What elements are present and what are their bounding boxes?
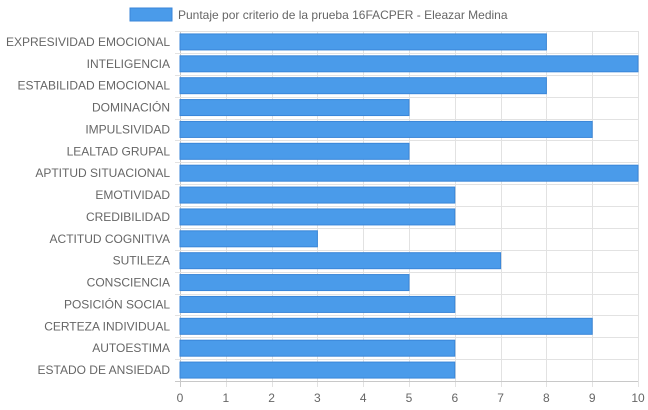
category-label: ESTADO DE ANSIEDAD [38,363,171,377]
category-label: LEALTAD GRUPAL [67,144,171,158]
bar[interactable] [179,120,593,138]
x-tick-label: 2 [268,391,275,405]
bar[interactable] [179,186,456,204]
x-tick-label: 5 [406,391,413,405]
category-label: ESTABILIDAD EMOCIONAL [18,79,171,93]
x-tick-label: 7 [497,391,504,405]
bar[interactable] [179,99,410,117]
category-label: DOMINACIÓN [92,100,170,115]
bar[interactable] [179,252,502,270]
category-label: CREDIBILIDAD [86,210,170,224]
bar[interactable] [179,208,456,226]
bar[interactable] [179,142,410,160]
bar[interactable] [179,33,547,51]
x-tick-label: 0 [177,391,184,405]
category-label: EXPRESIVIDAD EMOCIONAL [6,35,170,49]
legend[interactable]: Puntaje por criterio de la prueba 16FACP… [129,7,508,22]
x-tick-label: 6 [451,391,458,405]
x-tick-label: 4 [360,391,367,405]
category-label: CONSCIENCIA [87,276,170,290]
category-label: EMOTIVIDAD [95,188,170,202]
bar[interactable] [179,55,639,73]
bar[interactable] [179,339,456,357]
category-labels: EXPRESIVIDAD EMOCIONAL INTELIGENCIA ESTABI… [6,35,170,377]
x-tick-label: 10 [631,391,645,405]
bars [179,33,639,379]
bar[interactable] [179,164,639,182]
x-tick-label: 1 [222,391,229,405]
x-axis-ticks: 0 1 2 3 4 5 6 7 8 9 10 [177,391,645,405]
bar[interactable] [179,361,456,379]
legend-label[interactable]: Puntaje por criterio de la prueba 16FACP… [178,8,508,22]
x-tick-label: 8 [543,391,550,405]
bar[interactable] [179,274,410,292]
bar[interactable] [179,230,318,248]
bar[interactable] [179,295,456,313]
legend-swatch[interactable] [129,7,173,22]
x-tick-label: 3 [314,391,321,405]
category-label: CERTEZA INDIVIDUAL [44,319,170,333]
category-label: APTITUD SITUACIONAL [35,166,170,180]
bar[interactable] [179,77,547,95]
category-label: IMPULSIVIDAD [85,122,170,136]
category-label: SUTILEZA [113,254,170,268]
category-label: INTELIGENCIA [87,57,170,71]
category-label: POSICIÓN SOCIAL [64,296,170,311]
category-label: ACTITUD COGNITIVA [50,232,170,246]
bar[interactable] [179,317,593,335]
x-tick-label: 9 [589,391,596,405]
category-label: AUTOESTIMA [92,341,170,355]
